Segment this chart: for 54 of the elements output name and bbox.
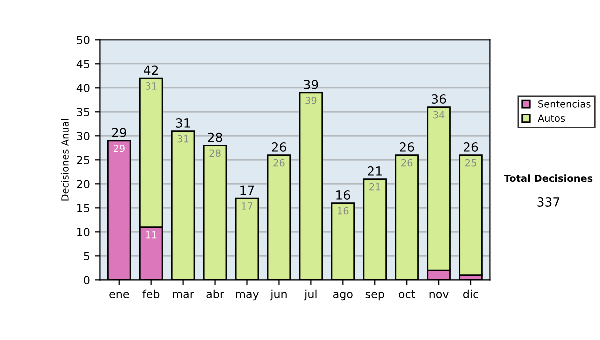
data-label: 31 [146,82,157,90]
y-tick-label: 25 [77,156,90,165]
x-tick-label: sep [366,292,384,301]
total-label: 21 [368,166,382,176]
data-label: 17 [242,202,253,210]
y-tick-label: 10 [78,228,90,237]
data-label: 21 [370,183,380,191]
y-tick-label: 30 [77,132,90,141]
x-tick-label: may [236,292,260,301]
y-axis-title: Decisiones Anual [61,119,69,201]
y-tick-label: 20 [77,180,90,189]
legend-label: Autos [538,114,566,122]
x-tick-label: jun [270,290,287,301]
bar [459,154,483,276]
total-label: 28 [208,132,222,142]
y-tick-label: 50 [77,36,90,44]
total-label: 29 [112,128,126,138]
data-label: 11 [146,231,157,239]
x-tick-label: abr [206,290,224,298]
x-tick-label: feb [142,290,160,298]
x-tick-label: ago [333,292,353,301]
y-tick-label: 15 [78,204,90,213]
data-label: 26 [274,159,285,167]
total-label: 26 [464,142,478,152]
x-tick-label: oct [399,290,416,298]
text: 337 [538,198,560,207]
y-tick-label: 5 [84,252,90,261]
data-label: 26 [402,159,413,167]
x-tick-label: jul [304,290,317,301]
x-tick-label: ene [110,292,130,298]
y-tick-label: 0 [84,276,90,285]
total-label: 26 [400,142,414,152]
legend-label: Sentencias [538,100,591,108]
data-label: 28 [210,150,221,158]
data-label: 29 [114,144,125,152]
x-tick-label: nov [430,292,449,298]
total-label: 39 [304,80,318,90]
x-tick-label: dic [464,290,478,298]
y-tick-label: 35 [77,108,90,117]
data-label: 34 [434,111,445,119]
text: Total Decisiones [504,174,593,182]
y-tick-label: 45 [76,60,90,69]
total-label: 36 [432,94,446,104]
data-label: 39 [306,96,317,104]
x-tick-label: mar [173,292,194,298]
total-label: 17 [240,186,254,195]
total-label: 16 [336,190,350,200]
y-tick-label: 40 [76,84,90,93]
total-label: 31 [176,118,190,128]
data-label: 25 [466,159,476,167]
data-label: 31 [178,135,189,143]
total-label: 26 [272,142,286,152]
total-label: 42 [144,66,158,75]
data-label: 16 [338,207,349,215]
